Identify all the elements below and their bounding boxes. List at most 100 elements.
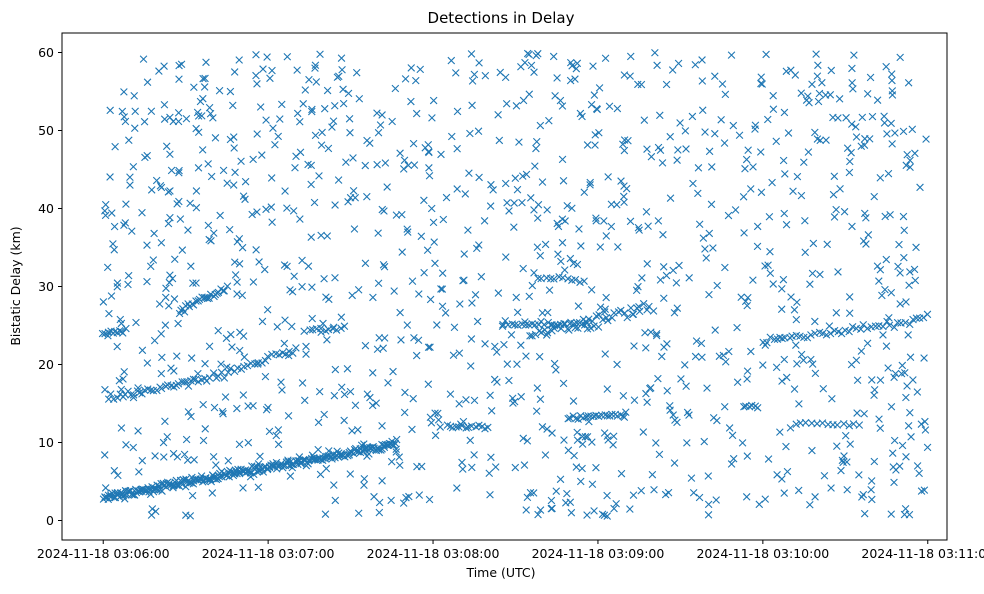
- data-point: [486, 391, 494, 400]
- data-point: [920, 354, 928, 362]
- data-point: [764, 261, 772, 269]
- data-point: [172, 352, 181, 360]
- data-point: [222, 334, 231, 343]
- data-point: [890, 478, 898, 487]
- y-tick-label: 50: [38, 123, 54, 138]
- data-point: [281, 187, 289, 195]
- data-point: [122, 440, 130, 449]
- data-point: [656, 111, 664, 120]
- data-point: [400, 156, 409, 165]
- data-point: [368, 369, 377, 377]
- data-point: [271, 140, 279, 149]
- data-point: [223, 179, 231, 187]
- data-point: [521, 318, 529, 326]
- data-point: [140, 117, 149, 126]
- data-point: [277, 378, 285, 386]
- data-point: [425, 171, 434, 180]
- data-point: [550, 321, 559, 330]
- data-point: [720, 402, 729, 411]
- data-point: [462, 424, 471, 432]
- data-point: [298, 379, 307, 387]
- data-point: [373, 160, 381, 169]
- data-point: [190, 455, 198, 464]
- data-point: [230, 68, 239, 76]
- data-point: [598, 510, 607, 519]
- data-point: [699, 234, 708, 242]
- data-point: [639, 299, 648, 308]
- data-point: [538, 178, 547, 186]
- data-point: [197, 472, 206, 480]
- data-point: [532, 137, 541, 146]
- data-point: [864, 231, 873, 239]
- data-point: [813, 72, 822, 80]
- data-point: [268, 218, 276, 226]
- data-point: [456, 420, 465, 428]
- data-point: [659, 263, 668, 271]
- data-point: [198, 146, 207, 154]
- data-point: [486, 202, 495, 210]
- data-point: [300, 327, 308, 336]
- data-point: [262, 205, 270, 214]
- data-point: [782, 220, 791, 229]
- data-point: [772, 137, 781, 146]
- data-point: [256, 452, 264, 461]
- data-point: [887, 70, 896, 78]
- data-point: [670, 308, 679, 317]
- data-point: [695, 220, 704, 229]
- data-point: [879, 331, 887, 339]
- data-point: [508, 394, 517, 403]
- data-point: [366, 393, 374, 402]
- data-point: [890, 323, 899, 332]
- data-point: [906, 408, 914, 417]
- data-point: [424, 140, 433, 149]
- data-point: [550, 275, 558, 283]
- data-point: [517, 392, 525, 401]
- data-point: [902, 298, 910, 306]
- data-point: [214, 288, 223, 297]
- data-point: [363, 136, 371, 145]
- data-point: [331, 365, 340, 374]
- data-point: [124, 271, 133, 280]
- data-point: [302, 461, 311, 470]
- data-point: [346, 387, 355, 396]
- data-point: [601, 54, 610, 63]
- data-point: [396, 461, 404, 470]
- data-point: [848, 222, 856, 231]
- data-point: [384, 379, 392, 387]
- y-tick-label: 20: [38, 357, 54, 372]
- data-point: [209, 369, 218, 377]
- data-point: [756, 148, 765, 156]
- data-point: [339, 85, 347, 94]
- data-point: [583, 511, 591, 519]
- data-point: [906, 353, 915, 362]
- data-point: [348, 427, 356, 435]
- x-tick-label: 2024-11-18 03:07:00: [202, 546, 335, 561]
- data-point: [249, 278, 258, 286]
- data-point: [235, 440, 244, 449]
- data-point: [456, 300, 464, 308]
- data-point: [525, 292, 534, 301]
- data-point: [453, 484, 461, 492]
- data-point: [304, 262, 313, 270]
- data-point: [223, 282, 232, 290]
- data-point: [901, 504, 910, 513]
- data-point: [895, 240, 903, 249]
- data-point: [98, 329, 107, 338]
- data-point: [913, 388, 922, 396]
- data-point: [590, 507, 598, 515]
- data-point: [548, 504, 556, 513]
- data-point: [160, 115, 169, 123]
- data-point: [170, 255, 179, 264]
- data-point: [554, 250, 562, 259]
- data-point: [484, 423, 492, 432]
- data-point: [753, 222, 762, 231]
- data-point: [589, 62, 597, 70]
- data-point: [434, 416, 443, 424]
- data-point: [669, 411, 678, 419]
- data-point: [351, 401, 360, 410]
- data-point: [749, 276, 757, 284]
- data-point: [572, 414, 580, 423]
- series-track-31-km: [534, 273, 588, 287]
- data-point: [838, 456, 847, 465]
- data-point: [157, 238, 166, 247]
